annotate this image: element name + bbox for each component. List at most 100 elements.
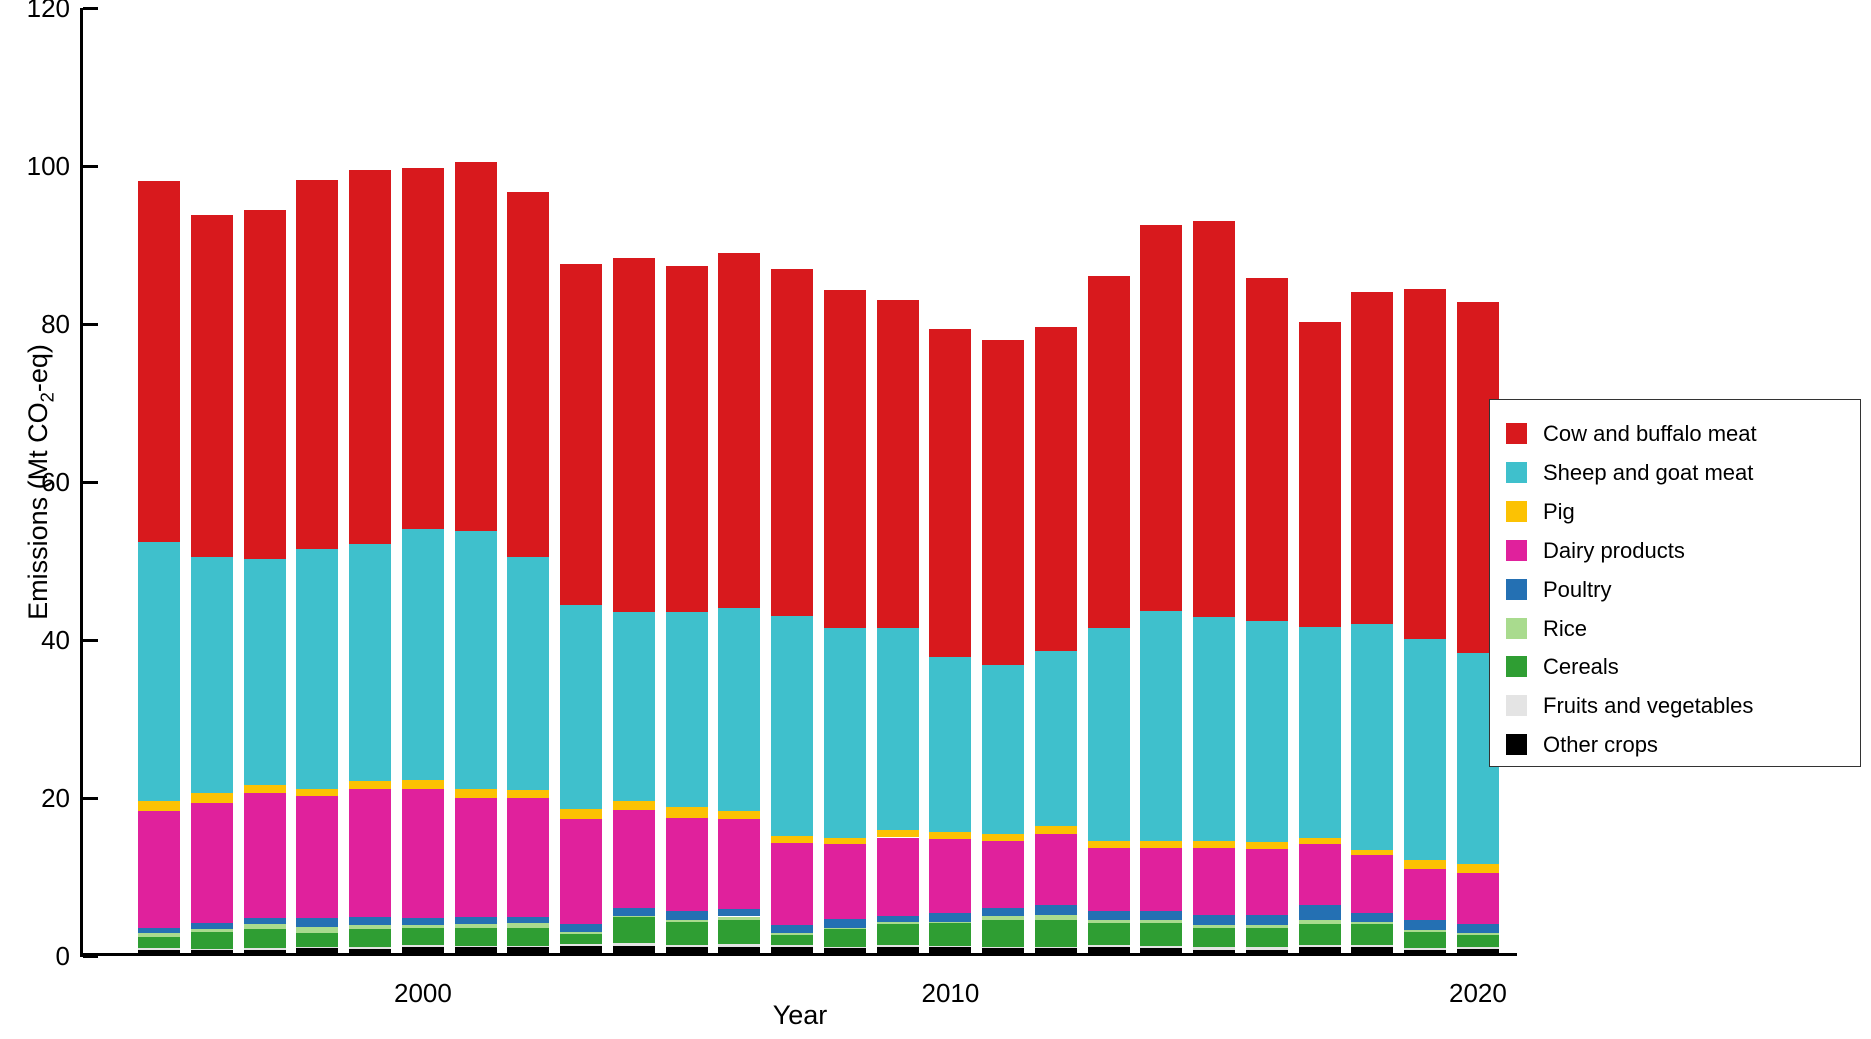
legend-item-other-crops: Other crops xyxy=(1490,725,1860,764)
bar-segment-poultry-2003 xyxy=(560,924,603,933)
bar-segment-rice-2007 xyxy=(771,933,814,935)
bar-segment-cereals-2000 xyxy=(401,927,444,945)
bar-segment-pig-1999 xyxy=(349,781,392,790)
bar-segment-other-crops-2012 xyxy=(1034,948,1077,956)
bar-segment-poultry-2016 xyxy=(1245,914,1288,926)
bar-segment-sheep-and-goat-meat-2004 xyxy=(612,612,655,802)
bar-segment-dairy-products-2009 xyxy=(876,837,919,916)
bar-segment-poultry-2011 xyxy=(982,907,1025,916)
bar-segment-sheep-and-goat-meat-2001 xyxy=(454,530,497,790)
bar-segment-other-crops-2015 xyxy=(1193,949,1236,956)
bar-segment-other-crops-2003 xyxy=(560,945,603,956)
bar-segment-poultry-1996 xyxy=(190,922,233,929)
y-tick-label: 0 xyxy=(55,941,70,971)
bar-segment-rice-2012 xyxy=(1034,914,1077,920)
legend-swatch-icon xyxy=(1506,734,1527,756)
legend-swatch-icon xyxy=(1506,656,1527,678)
bar-segment-dairy-products-2005 xyxy=(665,817,708,911)
bar-segment-rice-2014 xyxy=(1140,920,1183,923)
bar-segment-pig-1996 xyxy=(190,793,233,803)
bar-segment-fruits-and-vegetables-2015 xyxy=(1193,947,1236,950)
bar-segment-other-crops-1997 xyxy=(243,949,286,956)
bar-segment-pig-2010 xyxy=(929,831,972,840)
bar-segment-cereals-2006 xyxy=(718,919,761,945)
bar-segment-poultry-2000 xyxy=(401,918,444,926)
bar-segment-fruits-and-vegetables-2001 xyxy=(454,945,497,948)
bar-segment-cow-and-buffalo-meat-2013 xyxy=(1087,275,1130,629)
bar-segment-pig-2000 xyxy=(401,779,444,789)
bar-segment-dairy-products-2014 xyxy=(1140,847,1183,911)
bar-segment-pig-2020 xyxy=(1456,864,1499,874)
bar-segment-sheep-and-goat-meat-2012 xyxy=(1034,651,1077,827)
bar-segment-cow-and-buffalo-meat-1998 xyxy=(296,180,339,550)
bar-segment-cow-and-buffalo-meat-2014 xyxy=(1140,225,1183,611)
y-tick-mark xyxy=(83,322,98,326)
bar-segment-dairy-products-2002 xyxy=(507,798,550,917)
bar-segment-poultry-1995 xyxy=(138,927,181,934)
bar-segment-cow-and-buffalo-meat-2007 xyxy=(771,269,814,617)
bar-segment-sheep-and-goat-meat-2002 xyxy=(507,557,550,791)
bar-segment-cereals-2002 xyxy=(507,927,550,946)
bar-segment-dairy-products-2010 xyxy=(929,839,972,914)
bar-segment-fruits-and-vegetables-2010 xyxy=(929,945,972,948)
y-tick-mark xyxy=(83,6,98,10)
bar-segment-cereals-1999 xyxy=(349,929,392,948)
y-axis-title-text: Emissions (Mt CO xyxy=(23,402,53,620)
bar-segment-other-crops-2017 xyxy=(1298,947,1341,956)
bar-segment-fruits-and-vegetables-2004 xyxy=(612,943,655,946)
bar-segment-pig-2002 xyxy=(507,790,550,798)
bar-segment-pig-2005 xyxy=(665,807,708,818)
bar-segment-dairy-products-1997 xyxy=(243,793,286,918)
bar-segment-sheep-and-goat-meat-2005 xyxy=(665,611,708,808)
bar-segment-dairy-products-2020 xyxy=(1456,873,1499,924)
y-axis-title: Emissions (Mt CO2-eq) xyxy=(21,272,57,692)
bar-segment-sheep-and-goat-meat-1996 xyxy=(190,557,233,794)
bar-segment-other-crops-2014 xyxy=(1140,948,1183,956)
legend-box: Cow and buffalo meat Sheep and goat meat P… xyxy=(1489,399,1861,767)
bar-segment-rice-2000 xyxy=(401,925,444,928)
bar-segment-pig-2015 xyxy=(1193,841,1236,848)
legend-item-fruits-and-vegetables: Fruits and vegetables xyxy=(1490,686,1860,725)
legend-item-poultry: Poultry xyxy=(1490,570,1860,609)
bar-segment-cereals-2007 xyxy=(771,934,814,945)
bar-segment-cereals-2018 xyxy=(1351,924,1394,945)
bar-segment-poultry-2017 xyxy=(1298,905,1341,921)
bar-segment-rice-1996 xyxy=(190,928,233,933)
bar-segment-other-crops-2001 xyxy=(454,947,497,956)
bar-segment-cereals-2015 xyxy=(1193,927,1236,948)
bar-segment-rice-2020 xyxy=(1456,933,1499,935)
bar-segment-dairy-products-2007 xyxy=(771,843,814,926)
bar-segment-cow-and-buffalo-meat-2012 xyxy=(1034,327,1077,652)
bar-segment-fruits-and-vegetables-2000 xyxy=(401,944,444,947)
bar-segment-other-crops-2011 xyxy=(982,948,1025,956)
bar-segment-poultry-2010 xyxy=(929,913,972,922)
bar-segment-other-crops-1999 xyxy=(349,948,392,956)
bar-segment-pig-2003 xyxy=(560,809,603,819)
bar-segment-rice-2017 xyxy=(1298,920,1341,924)
bar-segment-dairy-products-2015 xyxy=(1193,847,1236,915)
bar-segment-cereals-1995 xyxy=(138,937,181,949)
y-tick-mark xyxy=(83,954,98,958)
legend-swatch-icon xyxy=(1506,578,1527,600)
bar-segment-sheep-and-goat-meat-2016 xyxy=(1245,621,1288,843)
bar-segment-other-crops-2007 xyxy=(771,946,814,956)
bar-segment-dairy-products-2000 xyxy=(401,788,444,919)
legend-label: Sheep and goat meat xyxy=(1543,459,1754,485)
bar-segment-pig-2013 xyxy=(1087,840,1130,848)
bar-segment-cow-and-buffalo-meat-2006 xyxy=(718,252,761,608)
bar-segment-cereals-2008 xyxy=(823,929,866,947)
bar-segment-other-crops-2010 xyxy=(929,947,972,956)
bar-segment-cereals-2003 xyxy=(560,933,603,945)
legend-label: Rice xyxy=(1543,615,1588,641)
bar-segment-poultry-1999 xyxy=(349,917,392,926)
bar-segment-rice-2003 xyxy=(560,932,603,934)
bar-segment-pig-2008 xyxy=(823,838,866,844)
bar-segment-fruits-and-vegetables-2003 xyxy=(560,944,603,946)
bar-segment-cereals-2020 xyxy=(1456,934,1499,948)
bar-segment-sheep-and-goat-meat-2019 xyxy=(1404,639,1447,861)
bar-segment-dairy-products-2001 xyxy=(454,798,497,917)
bar-segment-rice-2005 xyxy=(665,920,708,923)
bar-segment-fruits-and-vegetables-1999 xyxy=(349,947,392,949)
bar-segment-rice-2015 xyxy=(1193,925,1236,928)
bar-segment-fruits-and-vegetables-2017 xyxy=(1298,944,1341,948)
